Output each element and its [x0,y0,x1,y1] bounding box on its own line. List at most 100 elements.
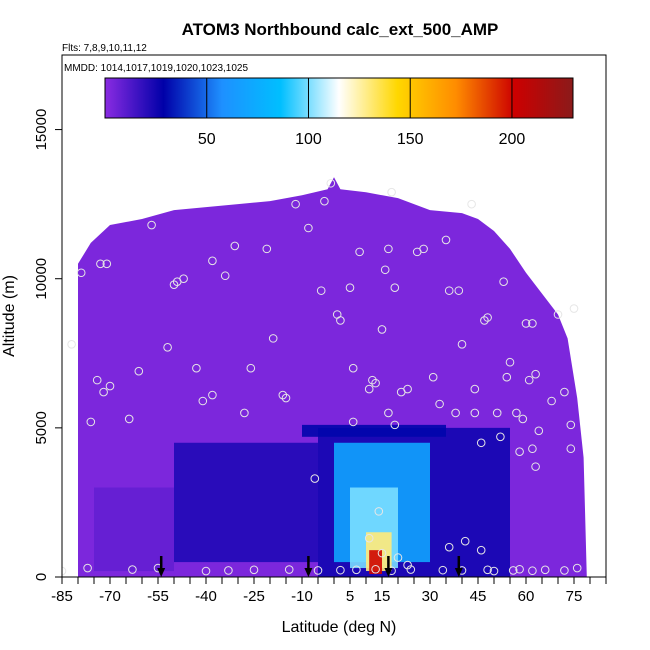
sample-point [240,408,249,418]
sample-point [371,564,380,574]
sample-point [547,396,556,406]
sample-point [524,375,534,385]
sample-point [502,372,512,382]
y-tick-label: 0 [33,573,50,581]
sample-point [320,196,329,206]
sample-point [326,178,336,188]
y-axis-label: Altitude (m) [1,275,18,357]
colorbar-ticks: 50 100 150 200 [198,78,526,148]
sample-point [572,563,582,573]
sample-point [92,375,102,385]
sample-point [451,408,460,418]
x-tick-label: 75 [566,588,583,605]
sample-point [163,343,172,352]
sample-point [304,223,313,233]
sample-point [192,363,201,373]
sample-point [348,363,358,373]
sample-point [377,325,387,334]
sample-point [336,316,345,325]
sample-point [569,304,579,313]
sample-point [377,548,387,558]
sample-point [419,244,428,254]
sample-point [534,426,544,436]
y-axis: 0 5000 10000 15000 [33,109,62,581]
sample-point [246,363,256,373]
sample-point [355,247,364,257]
chart-title: ATOM3 Northbound calc_ext_500_AMP [182,20,499,39]
field-region [302,424,446,437]
colorbar-tick-label: 200 [499,131,526,148]
sample-point [348,417,358,427]
y-tick-label: 15000 [33,109,50,151]
sample-point [99,387,108,397]
x-tick-label: 30 [422,588,439,605]
sample-point [428,372,438,382]
x-axis-label: Latitude (deg N) [282,619,397,636]
sample-point [134,366,144,376]
sample-point [403,560,412,570]
sample-point [531,369,540,379]
x-tick-label: 45 [470,588,487,605]
sample-point [496,432,505,442]
colorbar [104,77,574,119]
sample-point [480,316,489,325]
sample-point [83,563,92,573]
sample-point [368,375,377,385]
sample-point [371,378,380,388]
sample-point [492,408,502,418]
x-tick-label: -55 [147,588,169,605]
x-tick-label: 5 [346,588,354,605]
sample-point [67,340,76,349]
sample-point [310,474,320,483]
sample-point [403,384,412,394]
sample-point [352,565,361,575]
sample-point [284,565,294,574]
sample-point [291,199,300,209]
sample-point [435,399,444,409]
sample-point [278,390,288,400]
sample-point [393,553,403,562]
sample-point [508,566,518,575]
sample-point [380,265,390,275]
sample-point [441,235,451,245]
sample-point [390,283,400,292]
flights-note: Flts: 7,8,9,10,11,12 [62,43,147,54]
sample-point [384,244,393,254]
sample-point [528,566,537,576]
sample-point [521,319,531,328]
y-tick-label: 5000 [33,411,50,444]
sample-point [515,564,524,574]
x-tick-label: -10 [291,588,313,605]
sample-point [387,187,396,197]
sample-point [124,414,134,424]
sample-point [268,334,278,343]
sample-point [313,566,323,575]
arrow-marker [454,556,463,577]
sample-point [444,286,454,295]
x-axis: -85 -70 -55 -40 -25 -10 5 15 30 45 60 75 [51,577,607,605]
sample-point [470,408,480,418]
sample-point [102,259,112,269]
arrow-marker [304,556,313,577]
sample-point [249,565,259,575]
sample-point [528,444,537,454]
arrow-marker [384,556,393,577]
sample-point [476,545,486,555]
sample-point [336,565,345,575]
y-tick-label: 10000 [33,258,50,300]
sample-point [483,565,492,575]
sample-point [220,271,230,281]
x-tick-label: -40 [195,588,217,605]
x-tick-label: 60 [518,588,535,605]
sample-point [364,533,374,543]
sample-point [406,565,416,574]
sample-point [179,274,188,284]
sample-point [198,396,208,406]
sample-point [566,420,576,430]
sample-point [454,286,464,295]
sample-point [147,220,156,230]
sample-point [467,199,476,209]
sample-point [512,408,521,418]
colorbar-tick-label: 50 [198,131,216,148]
sample-point [460,536,470,546]
